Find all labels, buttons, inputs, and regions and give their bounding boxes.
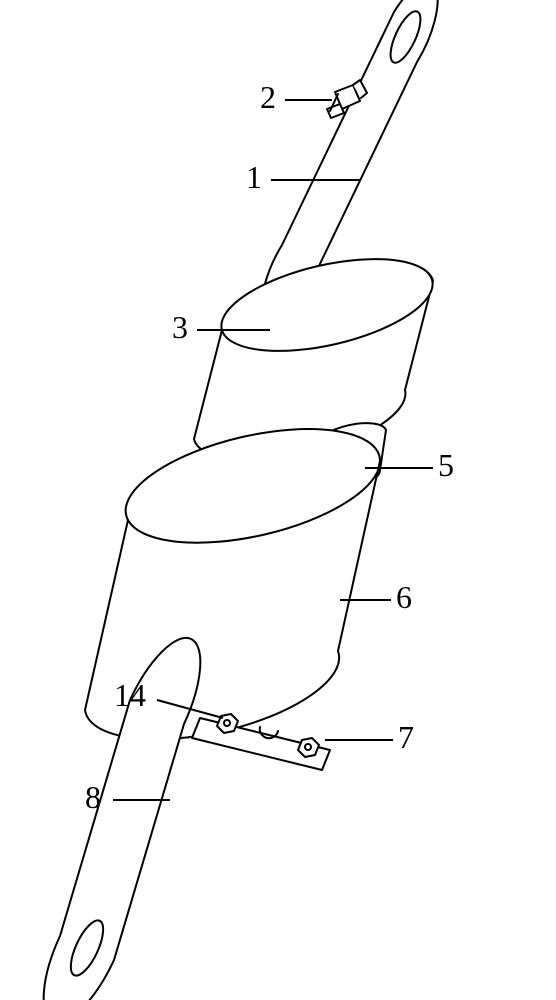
label-1: 1 (246, 161, 262, 193)
label-7: 7 (398, 721, 414, 753)
bracket (192, 714, 330, 770)
label-5: 5 (438, 449, 454, 481)
label-14: 14 (114, 679, 146, 711)
diagram-svg (0, 0, 556, 1000)
label-2: 2 (260, 81, 276, 113)
label-8: 8 (85, 781, 101, 813)
label-3: 3 (172, 311, 188, 343)
upper-disc (194, 242, 441, 461)
label-6: 6 (396, 581, 412, 613)
figure-container: { "figure": { "canvas": { "width": 556, … (0, 0, 556, 1000)
nut-right (298, 738, 319, 757)
